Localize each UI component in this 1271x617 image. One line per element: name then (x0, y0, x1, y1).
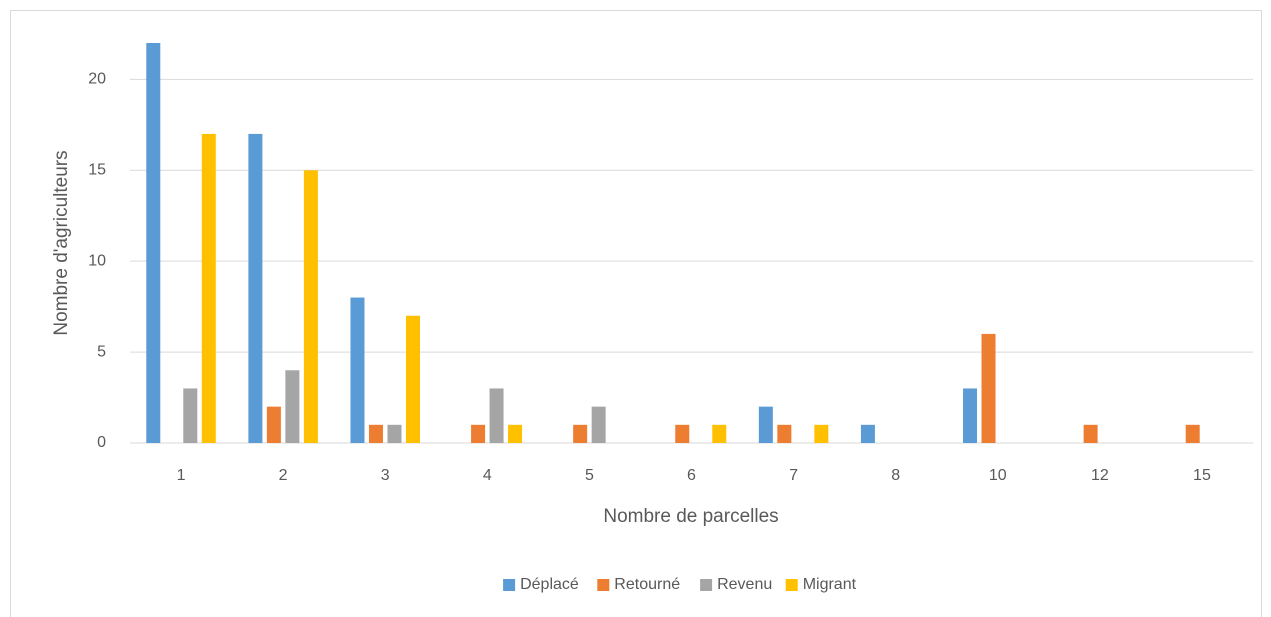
legend-label: Déplacé (520, 576, 579, 593)
bar (591, 406, 606, 443)
bar (1185, 424, 1200, 443)
legend-label: Retourné (614, 576, 680, 593)
legend-label: Migrant (803, 576, 857, 593)
bar (712, 424, 727, 443)
bar (573, 424, 588, 443)
bar (405, 315, 420, 443)
x-tick-label: 10 (989, 467, 1007, 484)
bar (489, 388, 504, 443)
x-tick-label: 4 (483, 467, 492, 484)
bar (248, 133, 263, 443)
legend-swatch (700, 579, 713, 591)
bar (471, 424, 486, 443)
x-tick-label: 7 (789, 467, 798, 484)
bar (201, 133, 216, 443)
legend-swatch (597, 579, 610, 591)
x-axis-title: Nombre de parcelles (603, 506, 778, 527)
bar (387, 424, 402, 443)
y-tick-label: 20 (88, 71, 106, 88)
x-tick-label: 6 (687, 467, 696, 484)
bar (1083, 424, 1098, 443)
y-tick-label: 5 (97, 343, 106, 360)
bar (303, 170, 318, 444)
legend-label: Revenu (717, 576, 772, 593)
bar (266, 406, 281, 443)
y-tick-label: 15 (88, 161, 106, 178)
legend-swatch (503, 579, 516, 591)
bar (860, 424, 875, 443)
bar (368, 424, 383, 443)
bar (963, 388, 978, 443)
y-tick-label: 0 (97, 434, 106, 451)
x-tick-label: 8 (891, 467, 900, 484)
bar (758, 406, 773, 443)
x-tick-label: 3 (381, 467, 390, 484)
chart-border (10, 10, 1262, 617)
bar (508, 424, 523, 443)
bar (777, 424, 792, 443)
bar (146, 43, 161, 443)
bar (981, 333, 996, 443)
x-tick-label: 2 (279, 467, 288, 484)
bar (814, 424, 829, 443)
bar (285, 370, 300, 443)
x-tick-label: 12 (1091, 467, 1109, 484)
y-axis-title: Nombre d'agriculteurs (51, 150, 72, 335)
x-tick-label: 15 (1193, 467, 1211, 484)
x-tick-label: 1 (177, 467, 186, 484)
y-tick-label: 10 (88, 252, 106, 269)
bar (183, 388, 198, 443)
x-tick-label: 5 (585, 467, 594, 484)
bar (350, 297, 365, 443)
bar (675, 424, 690, 443)
legend-swatch (785, 579, 798, 591)
